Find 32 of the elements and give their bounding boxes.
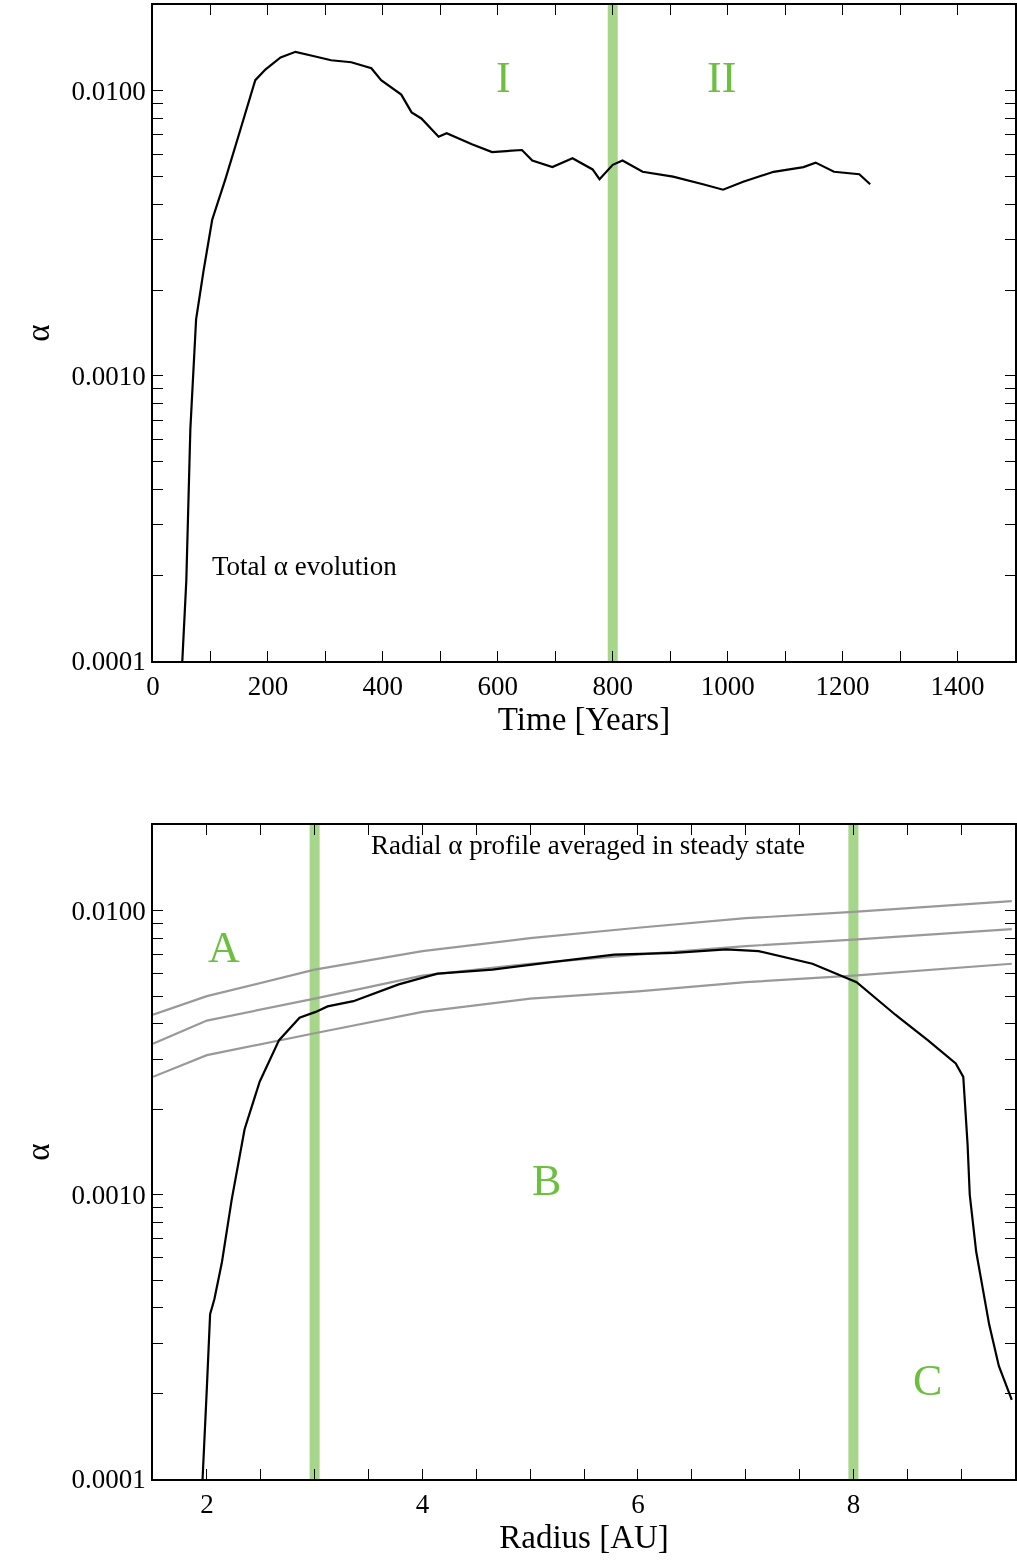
- x-axis-title: Time [Years]: [497, 701, 671, 738]
- annotation: C: [913, 1356, 943, 1405]
- x-tick-label: 4: [415, 1489, 430, 1520]
- x-tick-label: 0: [146, 671, 160, 702]
- x-tick-label: 1200: [815, 671, 870, 702]
- x-tick-label: 1000: [700, 671, 755, 702]
- y-axis-title: α: [20, 1143, 57, 1161]
- x-tick-label: 600: [477, 671, 519, 702]
- y-tick-label: 0.0010: [71, 1180, 146, 1211]
- y-tick-label: 0.0100: [71, 76, 146, 107]
- x-axis-title: Radius [AU]: [499, 1519, 669, 1556]
- x-tick-label: 1400: [930, 671, 985, 702]
- annotation: B: [532, 1156, 562, 1205]
- annotation: I: [496, 53, 511, 102]
- y-tick-label: 0.0001: [71, 646, 146, 677]
- y-tick-label: 0.0010: [71, 361, 146, 392]
- annotation: Total α evolution: [212, 551, 398, 581]
- line-series: [153, 899, 1013, 1016]
- annotation: Radial α profile averaged in steady state: [371, 830, 805, 860]
- x-tick-label: 8: [846, 1489, 861, 1520]
- annotation: II: [707, 53, 737, 102]
- annotation: A: [208, 923, 240, 972]
- x-tick-label: 200: [247, 671, 289, 702]
- x-tick-label: 800: [592, 671, 633, 702]
- line-series: [153, 962, 1013, 1078]
- y-axis-title: α: [20, 324, 57, 342]
- x-tick-label: 400: [362, 671, 404, 702]
- y-tick-label: 0.0001: [71, 1464, 146, 1495]
- x-tick-label: 2: [200, 1489, 214, 1520]
- line-series: [153, 928, 1013, 1045]
- y-tick-label: 0.0100: [71, 896, 146, 927]
- x-tick-label: 6: [631, 1489, 645, 1520]
